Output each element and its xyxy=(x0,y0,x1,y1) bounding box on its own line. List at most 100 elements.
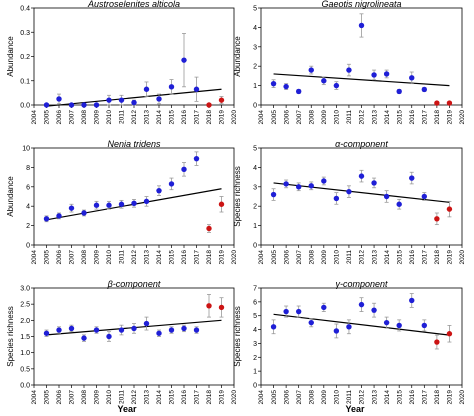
x-tick-label: 2005 xyxy=(271,250,278,265)
y-tick-label: 3 xyxy=(253,184,257,191)
data-point xyxy=(270,80,277,87)
x-tick-label: 2018 xyxy=(434,390,441,405)
x-tick-label: 2005 xyxy=(44,390,51,405)
data-point xyxy=(270,191,277,198)
data-point xyxy=(193,86,200,92)
data-point xyxy=(93,102,100,108)
data-point xyxy=(295,88,302,95)
y-tick-label: 1 xyxy=(253,83,257,90)
x-tick-label: 2013 xyxy=(371,110,378,125)
data-point-outlier xyxy=(218,201,225,207)
data-point xyxy=(396,201,402,207)
y-tick-label: 5 xyxy=(253,6,257,13)
x-tick-label: 2019 xyxy=(219,250,226,265)
x-tick-label: 2004 xyxy=(258,390,265,405)
y-tick-label: 3 xyxy=(253,341,257,348)
panel-2: Gaeotis nigrolineata Abundance 0 1 2 3 4 5 2004 2… xyxy=(233,0,466,124)
x-tick-label: 2015 xyxy=(169,110,176,125)
data-point xyxy=(321,78,327,84)
data-point xyxy=(283,83,289,90)
y-tick-label: 0.0 xyxy=(20,383,30,390)
x-tick-label: 2011 xyxy=(346,110,353,124)
x-tick-label: 2008 xyxy=(308,390,315,405)
x-tick-label: 2012 xyxy=(131,250,138,265)
y-tick-label: 0.0 xyxy=(20,103,30,110)
x-tick-label: 2015 xyxy=(396,250,403,265)
y-tick-label: 10 xyxy=(22,146,30,153)
x-tick-label: 2013 xyxy=(144,110,151,125)
data-point-outlier xyxy=(446,206,453,212)
x-tick-label: 2008 xyxy=(81,110,88,125)
x-tick-label: 2004 xyxy=(258,110,265,125)
data-point xyxy=(321,304,327,311)
y-tick-label: 0 xyxy=(253,383,257,390)
data-point xyxy=(106,97,112,103)
data-point xyxy=(143,86,150,92)
data-point xyxy=(43,330,50,336)
x-tick-label: 2007 xyxy=(296,390,303,405)
data-point xyxy=(68,325,75,332)
x-tick-label: 2008 xyxy=(308,250,315,265)
y-tick-label: 3.0 xyxy=(20,286,30,293)
x-tick-label: 2005 xyxy=(271,110,278,125)
x-tick-label: 2017 xyxy=(194,390,201,405)
y-tick-label: 2 xyxy=(253,355,257,362)
data-point xyxy=(81,210,87,216)
data-point xyxy=(56,327,62,333)
data-point xyxy=(371,72,377,78)
y-tick-label: 8 xyxy=(26,165,30,172)
data-point xyxy=(409,75,415,81)
data-point xyxy=(131,325,137,332)
y-tick-label: 2 xyxy=(26,223,30,230)
data-point xyxy=(308,67,314,73)
panel-4: α-component Species richness 0 1 2 3 4 5 2004 200… xyxy=(233,139,466,264)
x-tick-label: 2011 xyxy=(346,390,353,404)
y-tick-label: 2.0 xyxy=(20,318,30,325)
x-tick-label: 2019 xyxy=(219,110,226,125)
data-point xyxy=(93,202,100,208)
y-tick-label: 4 xyxy=(253,25,257,32)
y-tick-label: 0 xyxy=(253,103,257,110)
plot-frame xyxy=(33,147,235,246)
y-tick-label: 0 xyxy=(26,243,30,250)
y-axis-label: Abundance xyxy=(233,36,242,77)
x-tick-label: 2009 xyxy=(321,110,328,125)
data-point xyxy=(56,96,62,102)
x-tick-label: 2020 xyxy=(231,390,238,405)
data-point xyxy=(270,324,277,330)
data-point xyxy=(193,327,200,333)
data-point xyxy=(81,335,87,341)
x-tick-label: 2017 xyxy=(194,250,201,265)
data-point xyxy=(383,319,390,326)
data-point xyxy=(396,88,402,95)
y-tick-label: 0.5 xyxy=(20,366,30,373)
data-point xyxy=(308,319,314,326)
x-tick-label: 2011 xyxy=(346,250,353,264)
x-tick-label: 2007 xyxy=(69,390,76,405)
data-point-outlier xyxy=(218,304,225,311)
x-tick-label: 2020 xyxy=(459,110,466,125)
data-point-outlier xyxy=(206,102,212,108)
data-point xyxy=(295,184,302,190)
x-axis-label-right: Year xyxy=(345,404,365,414)
data-point xyxy=(43,102,50,108)
x-tick-label: 2018 xyxy=(434,250,441,265)
x-tick-label: 2016 xyxy=(409,110,416,125)
data-point xyxy=(131,200,137,206)
y-tick-label: 5 xyxy=(253,146,257,153)
y-tick-label: 1.0 xyxy=(20,350,30,357)
x-tick-label: 2013 xyxy=(144,390,151,405)
x-tick-label: 2014 xyxy=(384,390,391,405)
x-tick-label: 2020 xyxy=(459,390,466,405)
x-tick-label: 2012 xyxy=(359,110,366,125)
data-point xyxy=(358,301,365,308)
x-tick-label: 2006 xyxy=(283,110,290,125)
y-tick-label: 2 xyxy=(253,64,257,71)
plot-frame xyxy=(260,147,463,246)
x-tick-label: 2017 xyxy=(422,390,429,405)
panel-title: α-component xyxy=(335,139,388,149)
data-point-outlier xyxy=(434,216,440,222)
x-tick-label: 2019 xyxy=(447,250,454,265)
y-tick-label: 0.2 xyxy=(20,54,30,61)
data-point xyxy=(295,308,302,315)
